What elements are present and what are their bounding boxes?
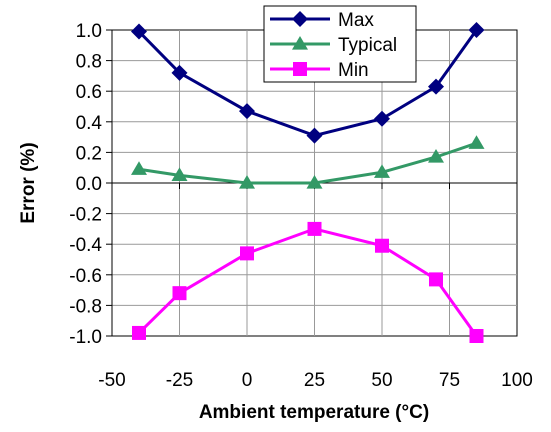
legend-label-typical: Typical — [338, 35, 397, 56]
data-point-max — [239, 103, 255, 120]
data-point-typical — [171, 167, 188, 181]
legend-marker-min — [293, 62, 307, 76]
data-point-max — [171, 64, 188, 81]
x-tick-label: -50 — [98, 370, 125, 391]
x-tick-label: 50 — [371, 370, 392, 391]
y-tick-label: -0.4 — [69, 235, 102, 256]
data-point-typical — [306, 175, 323, 189]
data-point-min — [307, 221, 322, 236]
data-point-typical — [239, 175, 255, 189]
data-point-min — [469, 329, 484, 343]
x-tick-label: 100 — [501, 370, 533, 391]
data-point-min — [172, 286, 187, 301]
x-tick-label: 25 — [304, 370, 325, 391]
y-tick-label: 0.6 — [76, 82, 102, 103]
data-point-max — [374, 110, 390, 127]
legend-label-min: Min — [338, 60, 369, 81]
legend-marker-typical — [292, 36, 308, 50]
y-tick-label: 0.2 — [76, 143, 102, 164]
data-point-min — [132, 325, 146, 340]
x-axis-title: Ambient temperature (°C) — [199, 402, 429, 423]
series-layer — [131, 22, 485, 343]
data-point-min — [429, 272, 443, 287]
data-point-max — [428, 78, 444, 95]
y-tick-label: -1.0 — [69, 327, 102, 348]
data-point-min — [240, 246, 254, 261]
data-point-min — [375, 238, 389, 253]
y-tick-label: 1.0 — [76, 21, 102, 42]
y-tick-label: -0.6 — [69, 266, 102, 287]
data-point-typical — [374, 164, 390, 178]
data-point-typical — [428, 148, 444, 163]
legend: Max Typical Min — [263, 5, 417, 83]
data-point-max — [306, 127, 323, 144]
y-tick-label: -0.2 — [69, 205, 102, 226]
x-tick-label: 0 — [242, 370, 253, 391]
x-tick-label: -25 — [166, 370, 193, 391]
y-tick-label: 0.8 — [76, 52, 102, 73]
x-tick-label: 75 — [439, 370, 460, 391]
data-point-typical — [131, 161, 147, 175]
axes: 1.0 0.8 0.6 0.4 0.2 0.0 -0.2 -0.4 -0.6 -0.8 -1.0 -5… — [69, 21, 533, 391]
legend-marker-max — [292, 11, 308, 27]
data-point-typical — [468, 135, 485, 149]
legend-label-max: Max — [338, 10, 374, 31]
y-tick-label: 0.4 — [76, 113, 103, 134]
y-axis-title: Error (%) — [18, 142, 39, 223]
data-point-max — [131, 23, 147, 40]
y-tick-label: 0.0 — [76, 174, 102, 195]
y-tick-label: -0.8 — [69, 296, 102, 317]
data-point-max — [468, 22, 485, 38]
